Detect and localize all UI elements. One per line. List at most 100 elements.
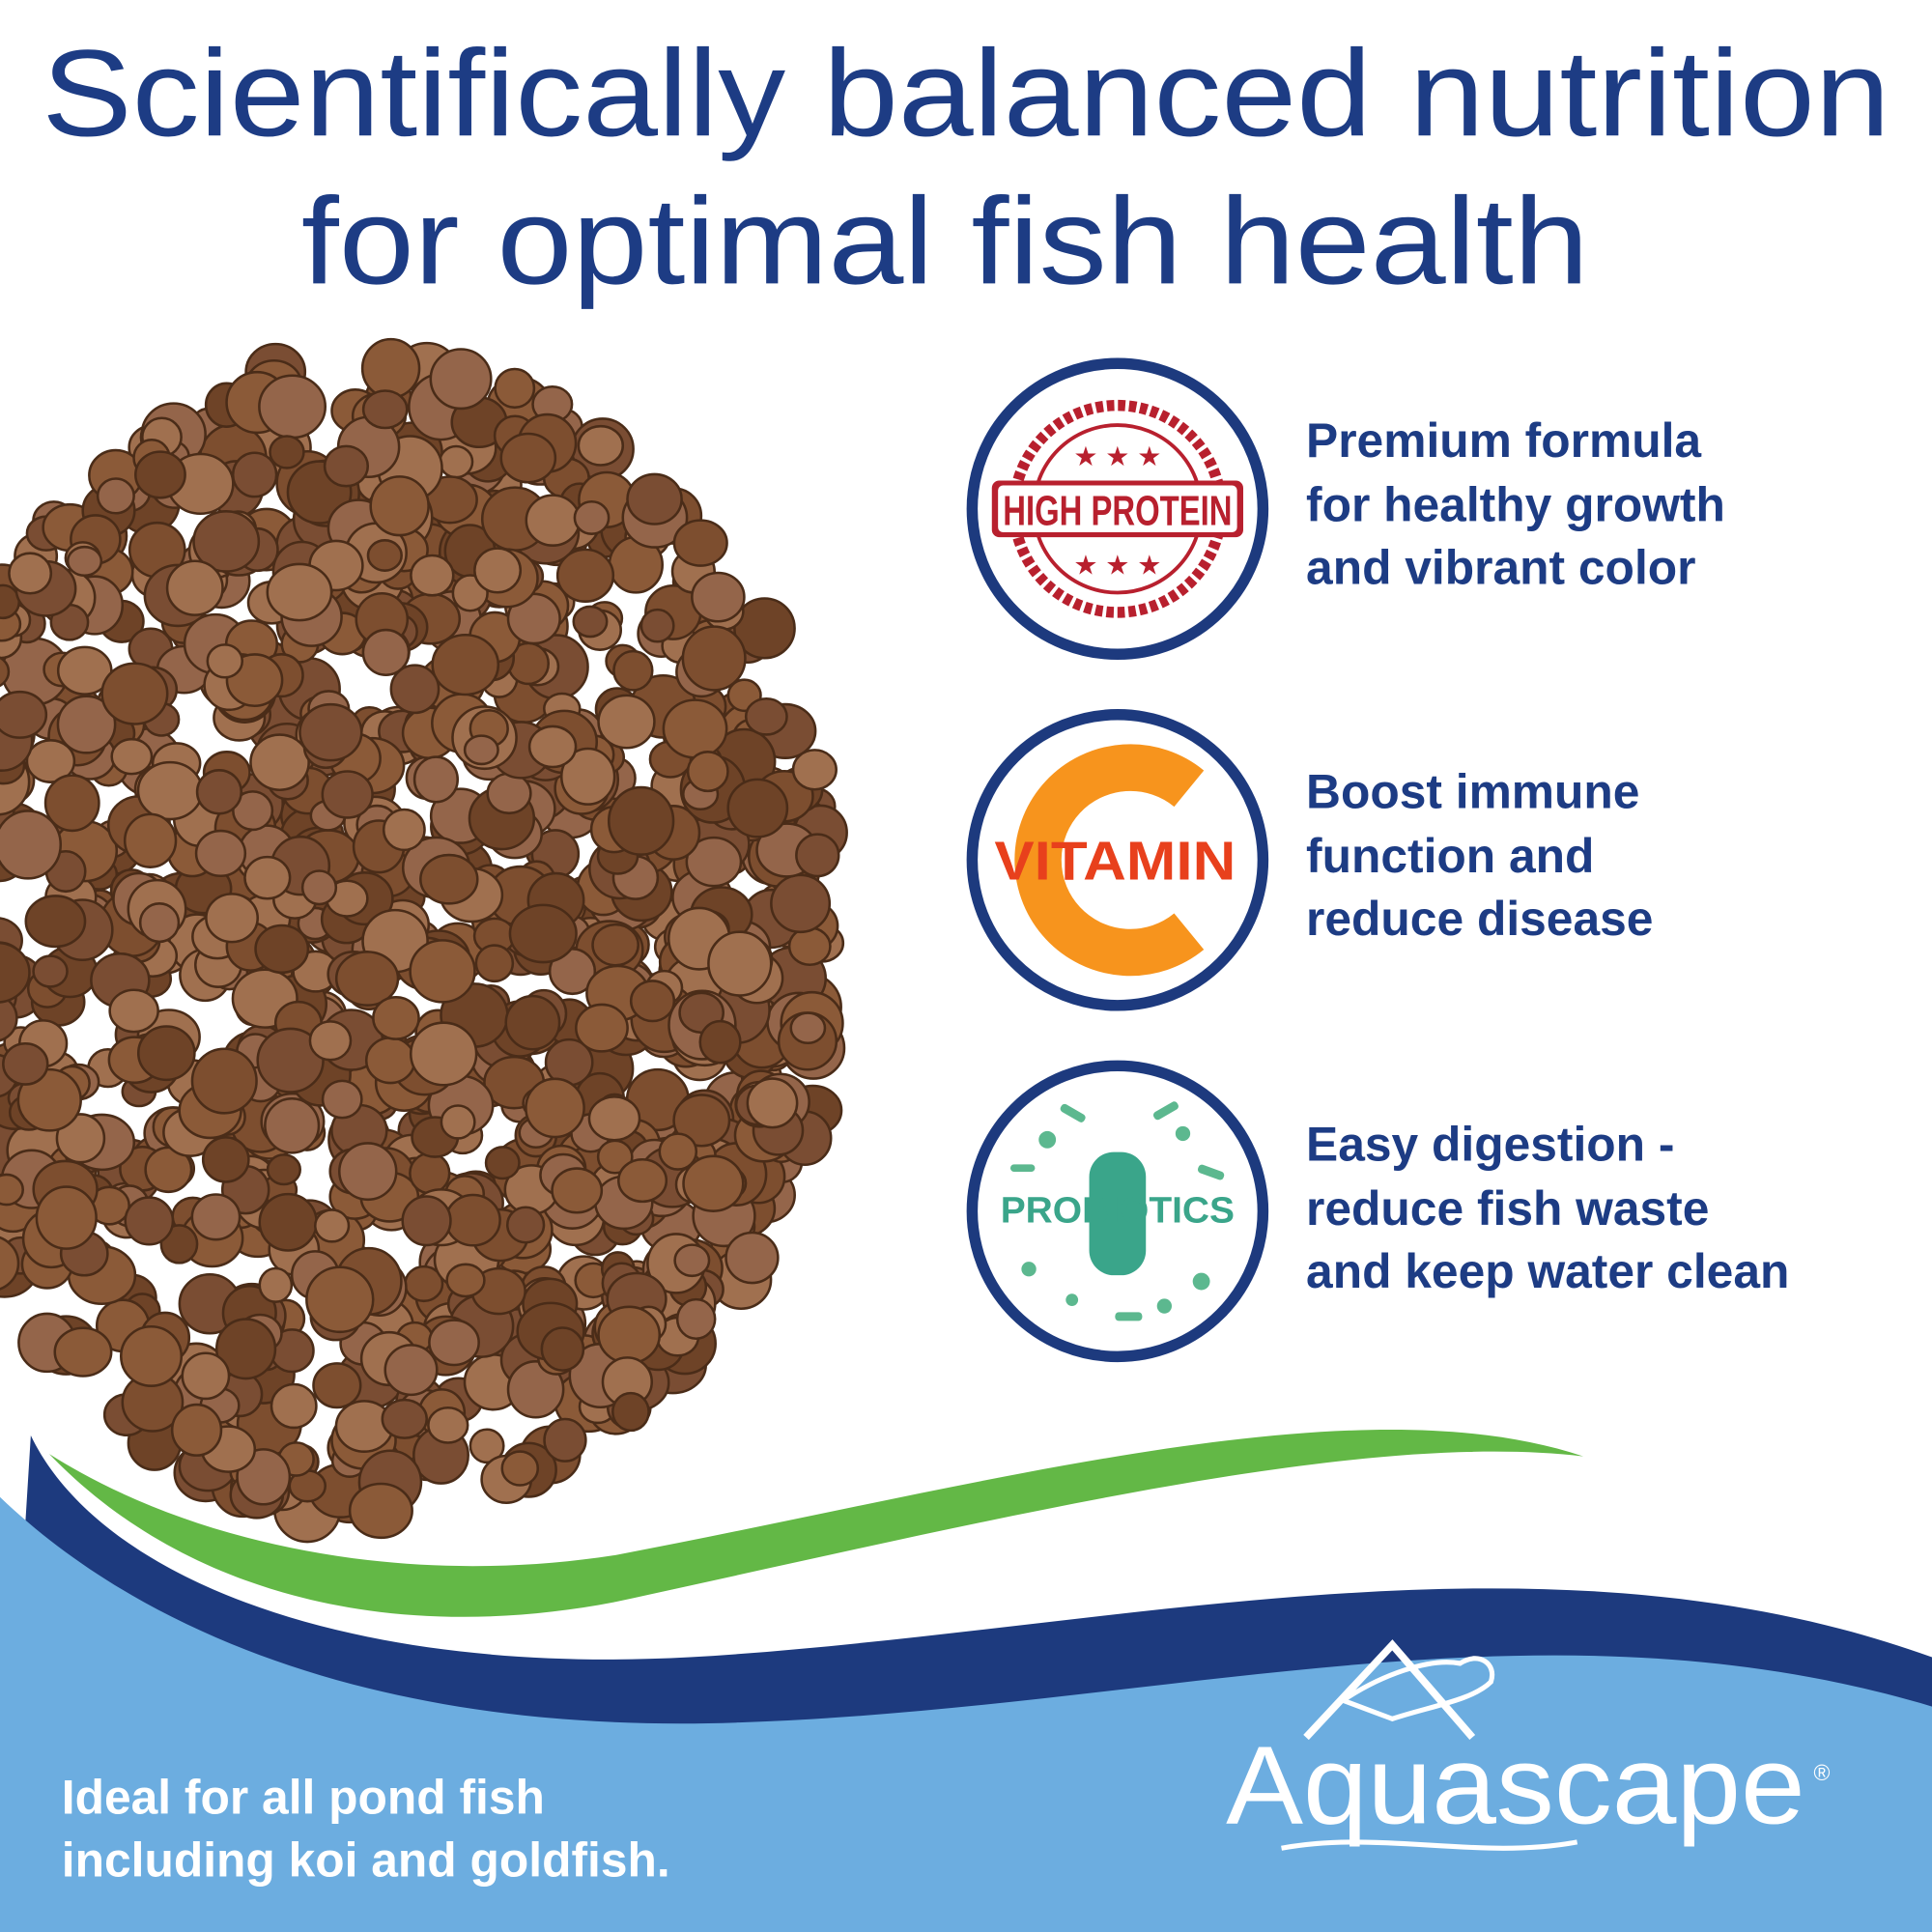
pellet: [555, 548, 615, 603]
pellet: [707, 930, 773, 997]
pellet: [572, 605, 609, 639]
logo-wave: [1281, 1839, 1578, 1851]
pellet: [119, 1324, 184, 1387]
pellet: [770, 873, 832, 934]
pellet: [321, 1079, 363, 1120]
pellet: [258, 1266, 294, 1303]
pellet: [427, 1406, 469, 1444]
pellet: [577, 424, 625, 467]
pellet: [134, 450, 186, 499]
pellet: [629, 980, 676, 1023]
pellet: [298, 702, 363, 762]
feature-text: reduce fish waste: [1306, 1181, 1709, 1236]
pellet: [254, 923, 310, 975]
pellet: [401, 1195, 452, 1247]
pellet: [266, 562, 333, 622]
pellet: [525, 1077, 585, 1139]
pellet: [540, 1326, 585, 1372]
pellet: [308, 1020, 353, 1062]
pellet: [231, 451, 278, 498]
capsule: [1089, 1151, 1147, 1276]
pellet: [508, 903, 578, 964]
pellet: [626, 472, 683, 526]
feature-text: Boost immune: [1306, 765, 1639, 819]
pellet: [662, 698, 728, 759]
pellet: [243, 855, 292, 900]
pellet: [205, 893, 259, 944]
badge-high-protein: ★ ★ ★ ★ ★ ★ HIGH PROTEIN: [966, 357, 1269, 661]
pellet: [270, 1382, 318, 1430]
pellet: [201, 1136, 250, 1183]
pellet: [110, 737, 154, 776]
pellet: [269, 435, 305, 469]
pellet: [469, 1428, 505, 1464]
vitamin-c: [1014, 744, 1205, 977]
pellet: [138, 902, 181, 944]
pellet: [389, 664, 440, 715]
pellet: [66, 545, 103, 578]
pellet: [639, 608, 675, 643]
stars: ★ ★ ★: [1073, 550, 1161, 580]
pellet: [527, 724, 578, 769]
pellet: [686, 751, 729, 793]
pellet-pile: [0, 337, 848, 1544]
pellet: [194, 829, 247, 878]
pellet: [658, 1132, 698, 1171]
pellet: [0, 941, 31, 1004]
pellet: [746, 1077, 799, 1129]
pellet: [206, 643, 244, 679]
pellet: [136, 1025, 196, 1082]
pellet: [256, 1027, 325, 1094]
pellet: [300, 869, 338, 906]
pellet: [181, 1351, 231, 1401]
pellet: [136, 760, 204, 821]
pellet: [494, 367, 536, 410]
pellet: [573, 499, 611, 535]
pellet: [53, 1326, 113, 1378]
pellet: [313, 1208, 351, 1243]
pellet: [791, 749, 838, 791]
pellet: [789, 1011, 827, 1044]
pellet: [364, 1037, 416, 1085]
pellet: [360, 337, 421, 399]
pellet: [410, 554, 455, 597]
pellet: [348, 1482, 413, 1540]
pellet: [16, 1067, 82, 1132]
pellet: [56, 645, 113, 696]
pellet: [698, 1019, 742, 1065]
pellet: [431, 633, 500, 696]
pellet: [681, 625, 747, 692]
pellet: [264, 1096, 321, 1154]
pellet: [499, 432, 557, 484]
wave-blue: [0, 1496, 1932, 1932]
pellet: [597, 1305, 662, 1365]
pellet: [744, 696, 788, 736]
feature-text: and vibrant color: [1306, 541, 1695, 595]
pellet: [733, 597, 796, 660]
pellet: [419, 853, 479, 905]
pellet: [691, 571, 746, 623]
badge-label: VITAMIN: [994, 831, 1236, 892]
pellet: [525, 494, 582, 547]
pellet: [159, 1224, 199, 1264]
pellet: [486, 772, 532, 815]
pellet: [612, 649, 654, 692]
pellet: [2, 1041, 49, 1086]
pellet: [429, 348, 493, 411]
logo-name: Aquascape: [1226, 1724, 1804, 1848]
pellet: [682, 1154, 745, 1212]
pellet: [381, 1398, 428, 1439]
logo-mark: ®: [1814, 1760, 1831, 1785]
pellet: [672, 519, 728, 567]
pellet: [543, 1417, 587, 1463]
pellet: [412, 755, 459, 804]
pellet: [559, 747, 616, 806]
seal-banner-inner: [998, 485, 1237, 533]
pellet: [440, 1104, 476, 1140]
pellet: [170, 1403, 223, 1457]
badge-vitamin: VITAMIN: [966, 709, 1269, 1011]
feature-text: and keep water clean: [1306, 1244, 1789, 1298]
stars: ★ ★ ★: [1073, 441, 1161, 471]
pellet: [607, 785, 675, 856]
badge-probiotics: PROBIOTICS: [966, 1060, 1269, 1363]
